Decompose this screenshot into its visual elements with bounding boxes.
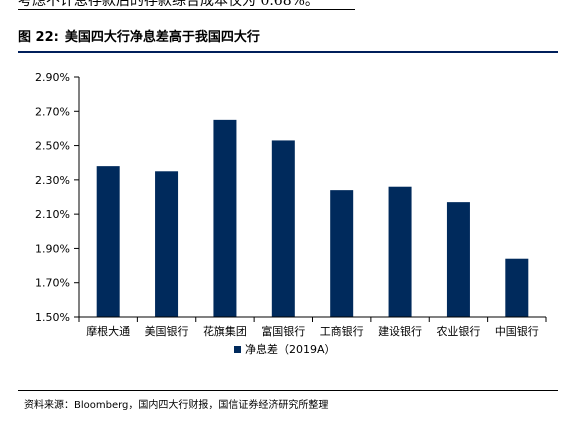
figure-label: 图 22: (18, 30, 59, 45)
x-tick-label: 摩根大通 (86, 324, 130, 338)
bars (96, 119, 529, 317)
bar (330, 190, 354, 317)
bar (155, 171, 179, 317)
y-tick-label: 2.70% (35, 105, 70, 118)
figure-header: 图 22: 美国四大行净息差高于我国四大行 (18, 28, 558, 50)
bar (446, 202, 470, 317)
x-tick-label: 工商银行 (320, 324, 364, 338)
y-tick-label: 1.70% (35, 277, 70, 290)
footer-rule (18, 390, 558, 391)
header-rule (18, 51, 558, 53)
bar (388, 186, 412, 317)
body-text-fragment: 考虑不计息存款后的存款综合成本仅为 0.68%。 (18, 0, 319, 9)
y-tick-label: 1.90% (35, 242, 70, 255)
y-tick-label: 1.50% (35, 311, 70, 324)
bar (96, 166, 120, 317)
x-tick-label: 富国银行 (261, 324, 305, 338)
y-tick-label: 2.10% (35, 208, 70, 221)
x-tick-label: 建设银行 (378, 324, 422, 338)
bar (213, 119, 237, 317)
y-tick-label: 2.50% (35, 140, 70, 153)
y-tick-label: 2.90% (35, 71, 70, 84)
figure-title: 美国四大行净息差高于我国四大行 (64, 30, 260, 45)
x-tick-label: 花旗集团 (203, 324, 247, 338)
bar (271, 140, 295, 317)
legend: 净息差（2019A） (234, 342, 336, 356)
legend-swatch (234, 346, 241, 353)
underline (18, 9, 355, 10)
legend-label: 净息差（2019A） (245, 342, 336, 356)
x-tick-label: 农业银行 (436, 324, 480, 338)
x-axis: 摩根大通 美国银行 花旗集团 富国银行 工商银行 建设银行 农业银行 中国银行 (78, 316, 547, 338)
y-tick-label: 2.30% (35, 174, 70, 187)
y-axis: 1.50% 1.70% 1.90% 2.10% 2.30% 2.50% 2.70% 2.90% (35, 71, 80, 324)
bar (505, 258, 529, 317)
source-note: 资料来源：Bloomberg，国内四大行财报，国信证券经济研究所整理 (24, 400, 329, 411)
x-tick-label: 中国银行 (495, 324, 539, 338)
x-tick-label: 美国银行 (145, 324, 189, 338)
